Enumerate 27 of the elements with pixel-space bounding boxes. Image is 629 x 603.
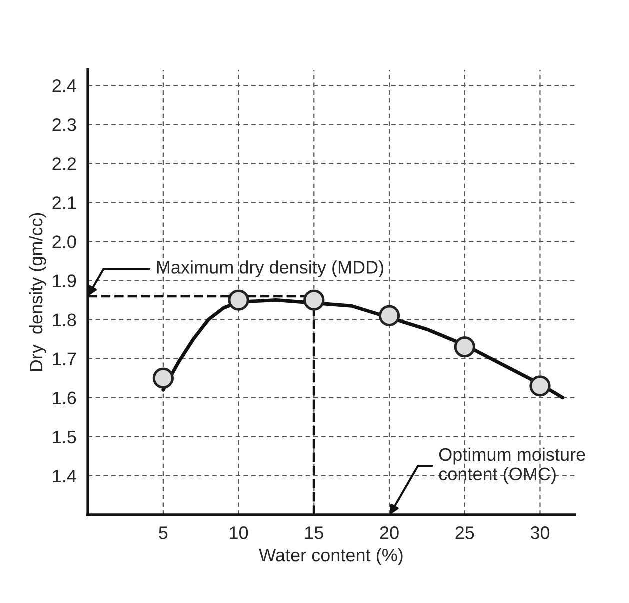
x-tick-label: 5 [159, 526, 168, 540]
y-tick-label: 2.1 [52, 196, 76, 210]
point [378, 305, 400, 326]
y-tick-label: 2.4 [52, 79, 76, 92]
x-tick-label: 30 [530, 526, 550, 540]
y-axis-title: Dry density (gm/cc) [29, 213, 46, 372]
x-tick-label: 20 [380, 526, 399, 540]
y-tick-label: 1.8 [53, 314, 76, 326]
x-tick-label: 10 [230, 526, 248, 540]
x-tick-label: 15 [305, 526, 324, 540]
annotation: Optimum moisture content (OMC) [439, 448, 586, 484]
x-axis-title: Water content (%) [259, 548, 403, 566]
y-tick-label: 1.6 [53, 392, 76, 405]
point [530, 376, 551, 397]
y-tick-label: 1.4 [53, 470, 76, 482]
y-tick-label: 1.5 [53, 431, 76, 444]
point [454, 336, 476, 358]
y-tick-label: 2.0 [52, 236, 76, 248]
x-tick-label: 25 [456, 526, 474, 540]
point [152, 368, 174, 389]
point [304, 290, 325, 311]
point [228, 290, 250, 311]
y-tick-label: 2.3 [52, 118, 76, 132]
annotation: Maximum dry density (MDD) [157, 260, 384, 278]
y-tick-label: 1.9 [53, 274, 76, 288]
y-tick-label: 2.2 [52, 158, 76, 170]
y-tick-label: 1.7 [53, 352, 76, 366]
